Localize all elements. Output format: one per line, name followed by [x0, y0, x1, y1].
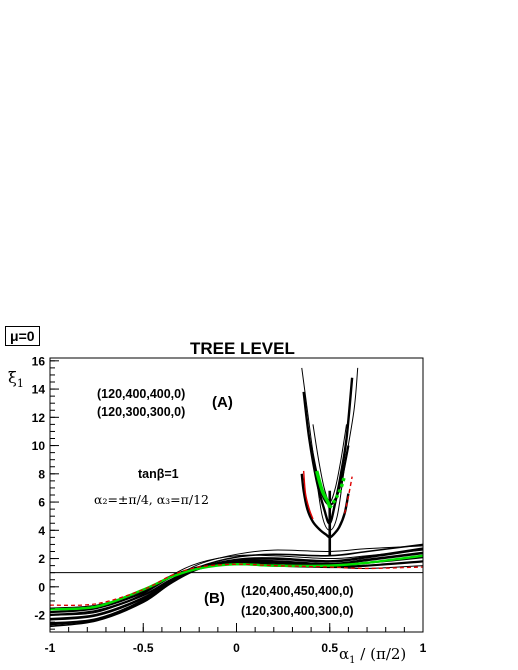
x-tick-label-0: -1 [45, 641, 56, 655]
x-tick-label-4: 1 [420, 641, 427, 655]
y-tick-label-5: 8 [38, 467, 45, 481]
y-tick-label-4: 6 [38, 496, 45, 510]
series-line-4 [49, 543, 424, 628]
annotation-label-b: (B) [204, 590, 225, 607]
tick-layer: -1 -0.5 0 0.5 1 -2 0 2 4 6 8 10 12 14 16 [32, 354, 427, 655]
x-axis-label: α1 / (π/2) [339, 645, 407, 666]
annotation-set-b-line1: (120,400,450,400,0) [241, 584, 354, 598]
x-tick-label-3: 0.5 [321, 641, 338, 655]
series-line-6 [49, 549, 424, 616]
y-tick-label-9: 16 [32, 354, 46, 368]
mu-label-box: μ=0 [5, 326, 40, 346]
annotation-set-a-line2: (120,300,300,0) [97, 405, 186, 419]
series-line-9 [49, 563, 424, 606]
y-tick-label-3: 4 [38, 524, 45, 538]
series-line-19 [343, 476, 353, 514]
annotation-set-a-line1: (120,400,400,0) [97, 387, 186, 401]
chart-title: TREE LEVEL [190, 339, 295, 358]
y-tick-label-2: 2 [38, 552, 45, 566]
y-tick-label-7: 12 [32, 411, 46, 425]
y-axis-label: ξ1 [8, 368, 24, 391]
annotation-set-b-line2: (120,300,400,300,0) [241, 604, 354, 618]
annotation-alphas: α₂=±π/4, α₃=π/12 [94, 492, 209, 507]
annotation-tanbeta: tanβ=1 [138, 467, 179, 481]
series-line-18 [302, 470, 314, 520]
series-line-8 [49, 554, 424, 611]
y-tick-label-6: 10 [32, 439, 46, 453]
y-tick-label-0: -2 [34, 609, 45, 623]
x-tick-label-2: 0 [233, 641, 240, 655]
y-tick-label-1: 0 [38, 580, 45, 594]
y-tick-label-8: 14 [32, 383, 46, 397]
series-line-17 [328, 474, 347, 509]
x-tick-label-1: -0.5 [133, 641, 154, 655]
annotation-label-a: (A) [212, 394, 233, 411]
series-line-14 [300, 473, 350, 539]
series-layer [49, 367, 424, 628]
